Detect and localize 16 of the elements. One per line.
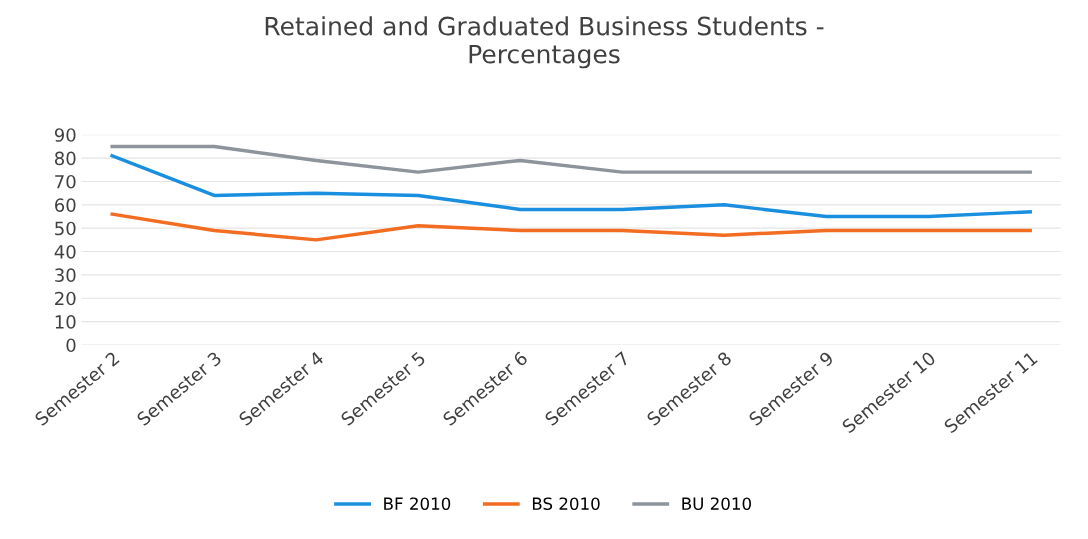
y-tick-label: 50 bbox=[55, 221, 76, 236]
y-tick-label: 20 bbox=[55, 291, 76, 306]
y-tick-label: 0 bbox=[66, 338, 76, 353]
legend-label: BF 2010 bbox=[384, 497, 451, 510]
chart-title: Retained and Graduated Business Students - Percentages bbox=[265, 16, 824, 69]
line-series bbox=[110, 212, 1032, 242]
legend-label: BU 2010 bbox=[682, 497, 751, 510]
y-tick-label: 60 bbox=[55, 198, 76, 212]
y-tick-label: 90 bbox=[54, 128, 76, 142]
y-tick-label: 80 bbox=[54, 151, 76, 166]
y-tick-label: 70 bbox=[55, 174, 76, 189]
legend-label: BS 2010 bbox=[532, 497, 600, 510]
line-series bbox=[110, 154, 1032, 219]
y-tick-label: 30 bbox=[55, 268, 76, 283]
y-tick-label: 40 bbox=[54, 244, 76, 259]
y-tick-label: 10 bbox=[55, 315, 76, 329]
